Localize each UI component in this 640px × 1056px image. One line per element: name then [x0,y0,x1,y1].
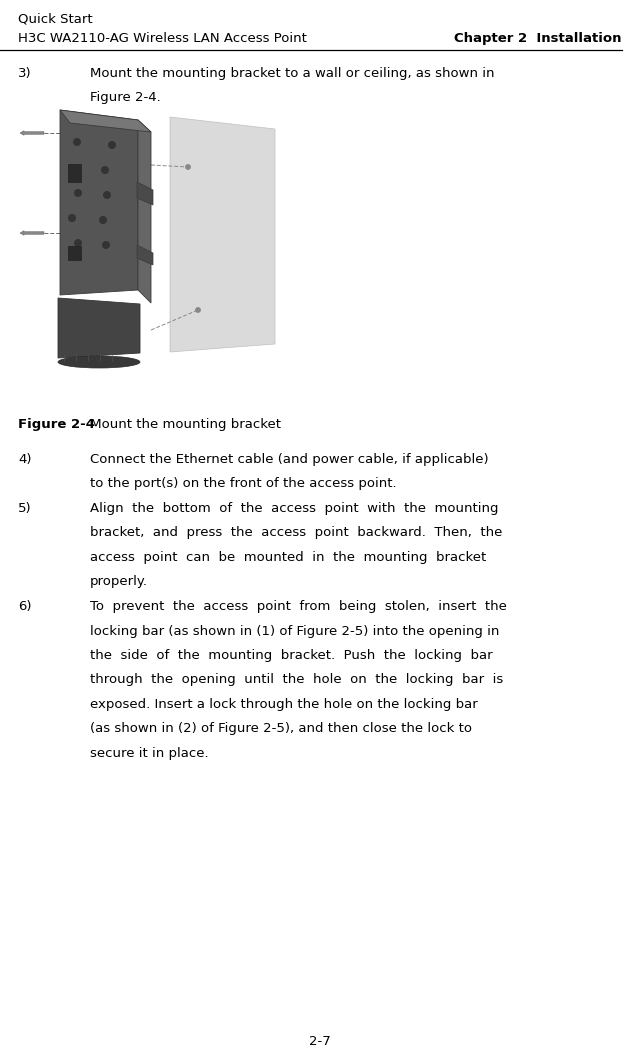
Text: secure it in place.: secure it in place. [90,747,209,760]
Polygon shape [58,298,140,358]
Circle shape [104,192,110,199]
Circle shape [186,165,190,169]
Text: Align  the  bottom  of  the  access  point  with  the  mounting: Align the bottom of the access point wit… [90,502,499,515]
Text: Figure 2-4: Figure 2-4 [18,418,95,431]
Circle shape [75,240,81,246]
Text: To  prevent  the  access  point  from  being  stolen,  insert  the: To prevent the access point from being s… [90,600,507,612]
Polygon shape [137,182,153,205]
Text: Mount the mounting bracket to a wall or ceiling, as shown in: Mount the mounting bracket to a wall or … [90,67,495,80]
Text: the  side  of  the  mounting  bracket.  Push  the  locking  bar: the side of the mounting bracket. Push t… [90,649,493,662]
Text: locking bar (as shown in (1) of Figure 2-5) into the opening in: locking bar (as shown in (1) of Figure 2… [90,624,499,638]
Circle shape [102,167,108,173]
Text: (as shown in (2) of Figure 2-5), and then close the lock to: (as shown in (2) of Figure 2-5), and the… [90,722,472,735]
Circle shape [68,165,76,171]
Text: 4): 4) [18,453,31,466]
Circle shape [102,242,109,248]
Text: H3C WA2110-AG Wireless LAN Access Point: H3C WA2110-AG Wireless LAN Access Point [18,32,307,45]
Text: to the port(s) on the front of the access point.: to the port(s) on the front of the acces… [90,477,397,490]
Text: bracket,  and  press  the  access  point  backward.  Then,  the: bracket, and press the access point back… [90,527,502,540]
Text: 3): 3) [18,67,31,80]
Circle shape [109,142,115,148]
Polygon shape [170,117,275,352]
Text: 6): 6) [18,600,31,612]
FancyArrow shape [20,131,44,135]
Text: Figure 2-4.: Figure 2-4. [90,91,161,103]
Circle shape [68,214,76,222]
Text: through  the  opening  until  the  hole  on  the  locking  bar  is: through the opening until the hole on th… [90,674,503,686]
FancyArrow shape [20,231,44,235]
Text: exposed. Insert a lock through the hole on the locking bar: exposed. Insert a lock through the hole … [90,698,477,711]
Polygon shape [60,110,151,132]
Polygon shape [60,110,138,295]
Text: 5): 5) [18,502,31,515]
Ellipse shape [58,356,140,367]
Text: Mount the mounting bracket: Mount the mounting bracket [86,418,282,431]
Text: Connect the Ethernet cable (and power cable, if applicable): Connect the Ethernet cable (and power ca… [90,453,488,466]
Circle shape [196,307,200,313]
Text: 2-7: 2-7 [309,1035,331,1048]
Bar [68,246,81,260]
Text: Quick Start: Quick Start [18,13,93,26]
Polygon shape [138,120,151,303]
Text: Chapter 2  Installation: Chapter 2 Installation [454,32,622,45]
Bar [68,164,81,182]
Text: properly.: properly. [90,576,148,588]
Polygon shape [137,245,153,265]
Text: access  point  can  be  mounted  in  the  mounting  bracket: access point can be mounted in the mount… [90,551,486,564]
Circle shape [75,190,81,196]
Circle shape [74,138,80,146]
Circle shape [100,216,106,223]
